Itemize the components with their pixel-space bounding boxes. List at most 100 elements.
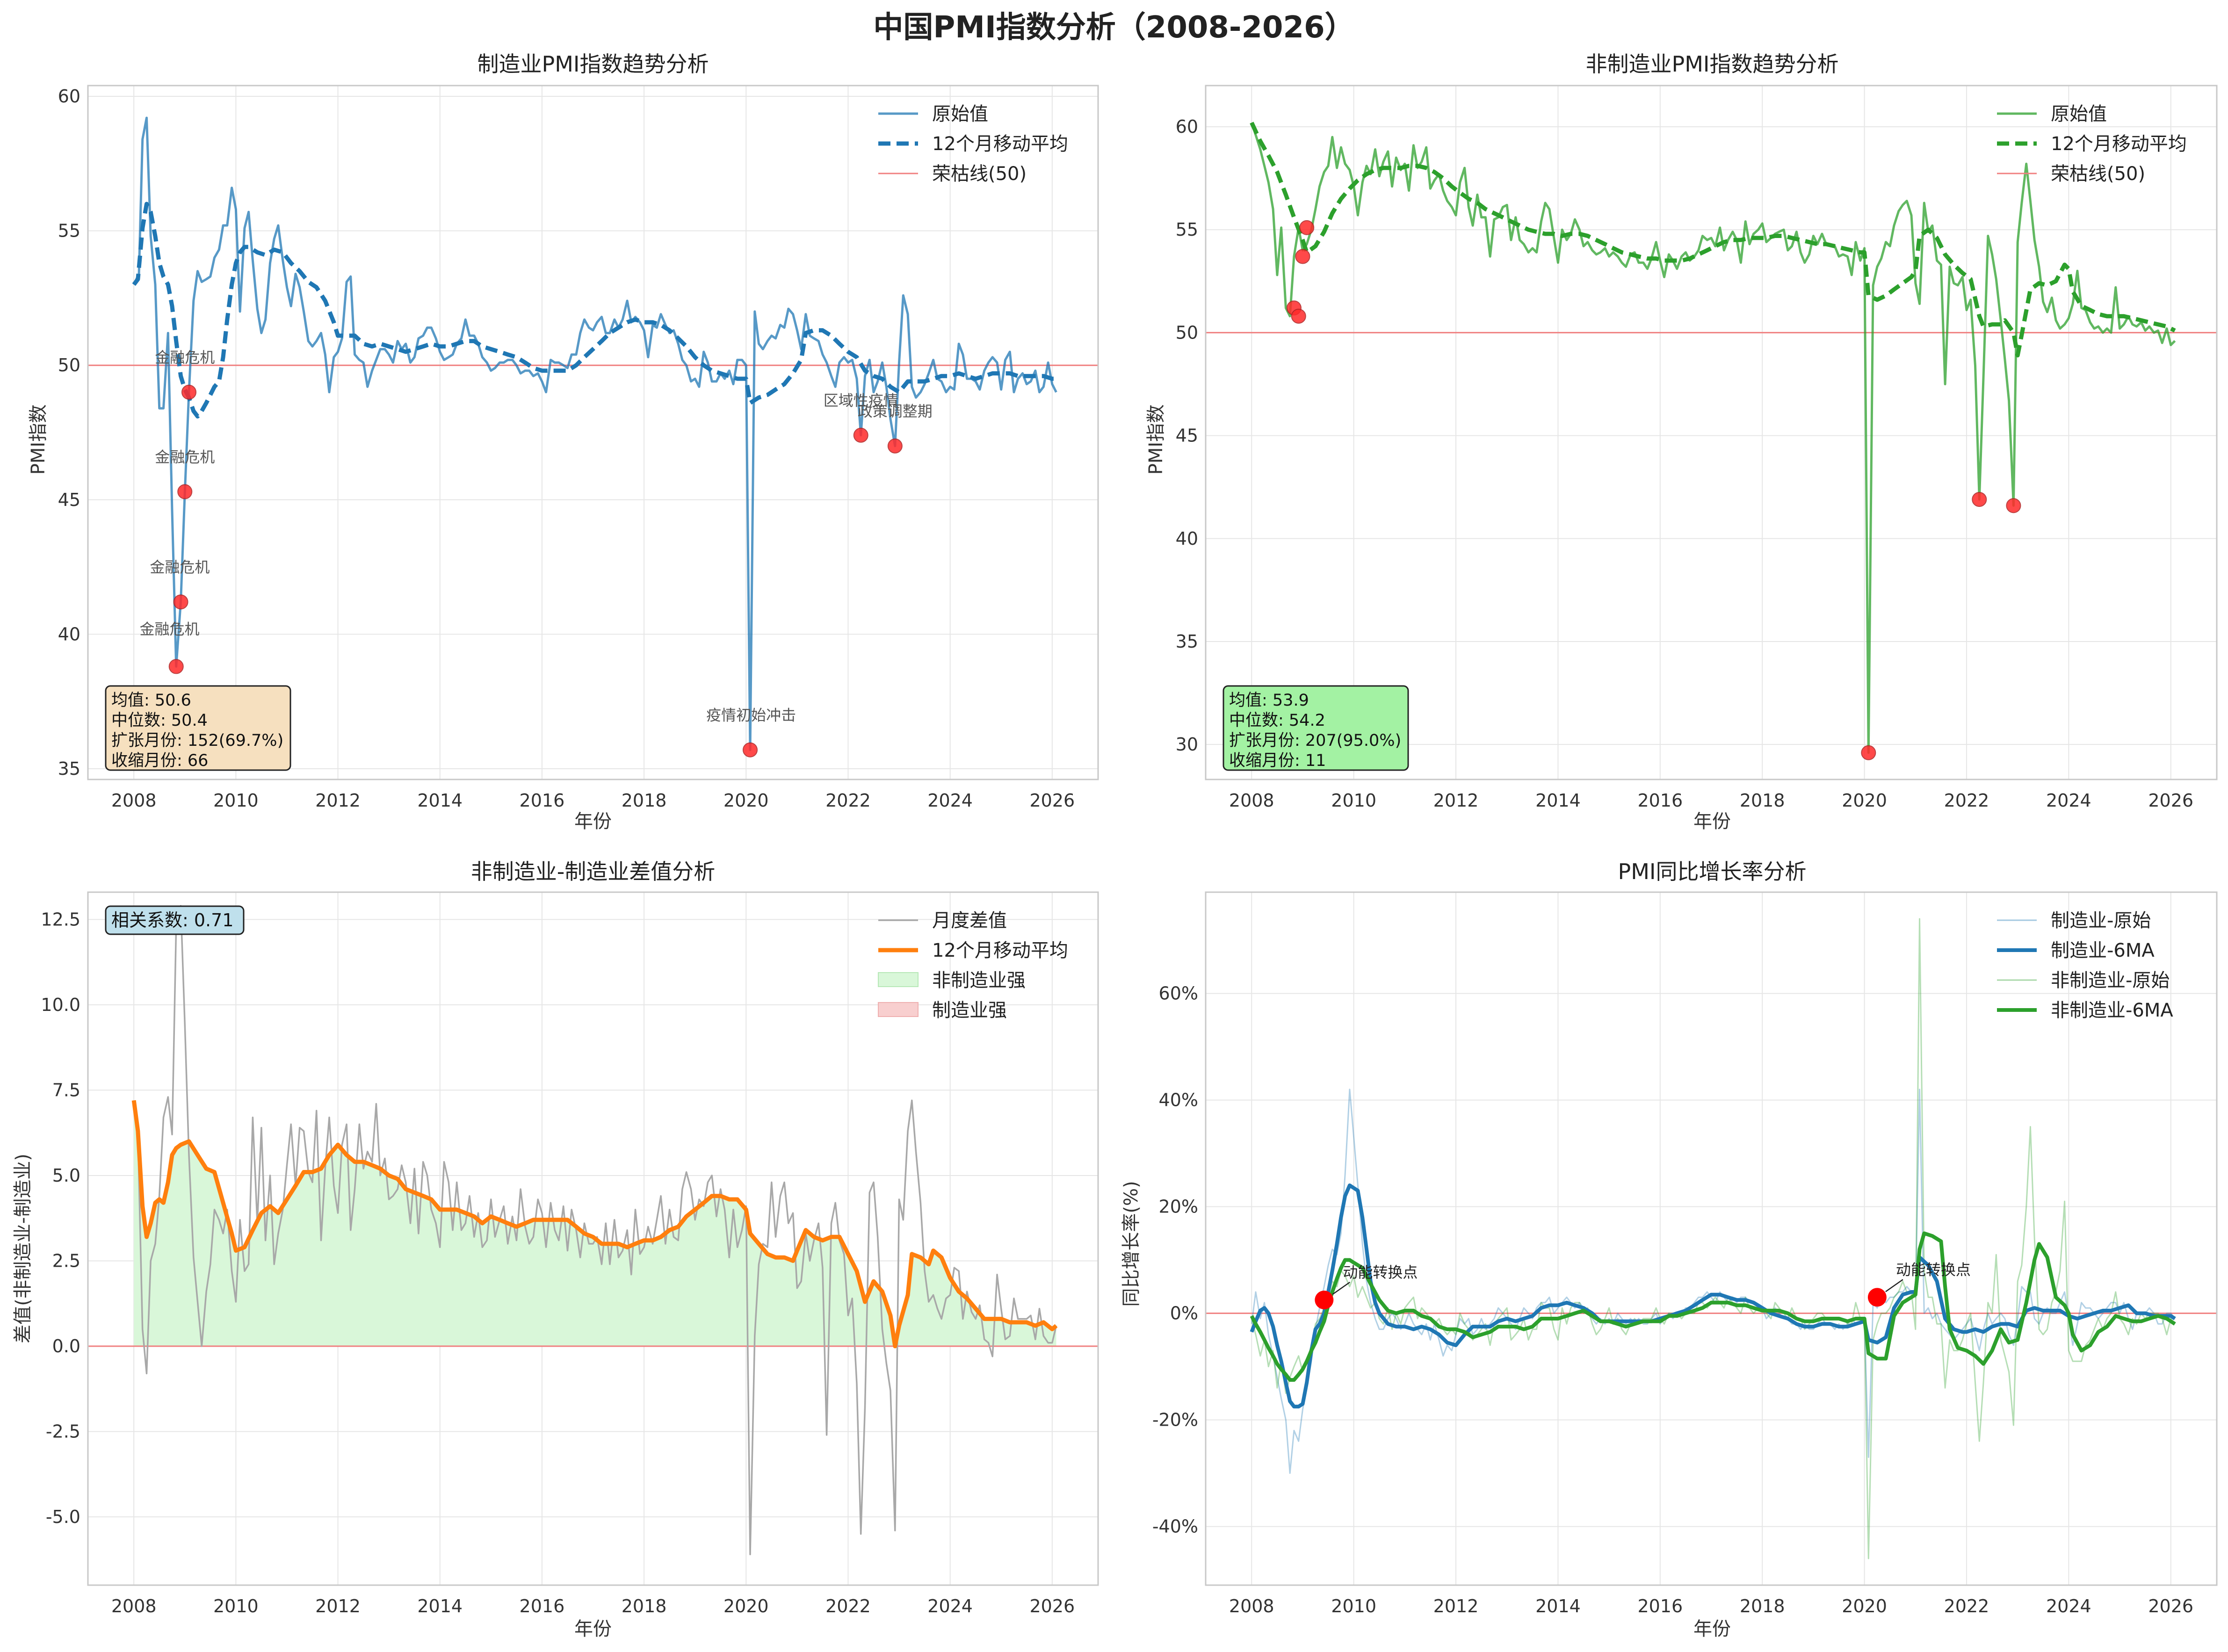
stats-line: 中位数: 50.4 bbox=[111, 711, 208, 730]
y-tick-label: 30 bbox=[1176, 734, 1198, 755]
legend-label: 荣枯线(50) bbox=[2051, 163, 2145, 185]
x-tick-label: 2018 bbox=[1740, 790, 1785, 811]
x-tick-label: 2016 bbox=[520, 1596, 565, 1616]
legend-label: 制造业强 bbox=[932, 1000, 1007, 1021]
x-tick-label: 2016 bbox=[520, 790, 565, 811]
x-tick-label: 2010 bbox=[213, 790, 259, 811]
plot-area bbox=[88, 86, 1098, 779]
stats-line: 均值: 50.6 bbox=[111, 691, 191, 710]
event-marker bbox=[1861, 745, 1876, 760]
moving-average-line bbox=[1250, 122, 2176, 358]
turning-point-label: 动能转换点 bbox=[1896, 1261, 1971, 1278]
event-marker bbox=[853, 427, 868, 443]
turning-point-marker bbox=[1315, 1291, 1334, 1310]
legend-label: 非制造业-原始 bbox=[2051, 970, 2170, 991]
y-tick-label: 60 bbox=[1176, 116, 1198, 137]
event-annotation: 金融危机 bbox=[140, 620, 200, 638]
y-tick-label: 50 bbox=[58, 355, 80, 375]
legend-label: 荣枯线(50) bbox=[932, 163, 1027, 185]
x-tick-label: 2016 bbox=[1637, 1596, 1683, 1616]
plot-area bbox=[1206, 86, 2217, 779]
y-axis-label: PMI指数 bbox=[28, 404, 49, 475]
x-tick-label: 2026 bbox=[2148, 790, 2193, 811]
y-tick-label: 45 bbox=[1176, 426, 1198, 446]
y-tick-label: 40 bbox=[58, 624, 80, 644]
x-tick-label: 2008 bbox=[111, 1596, 157, 1616]
y-tick-label: -2.5 bbox=[46, 1421, 80, 1442]
y-tick-label: 40 bbox=[1176, 528, 1198, 549]
y-tick-label: 0% bbox=[1170, 1303, 1198, 1324]
x-tick-label: 2026 bbox=[1029, 1596, 1075, 1616]
y-tick-label: 12.5 bbox=[41, 909, 80, 930]
x-tick-label: 2014 bbox=[1535, 790, 1581, 811]
legend-label: 原始值 bbox=[2051, 103, 2107, 125]
x-tick-label: 2008 bbox=[1229, 1596, 1274, 1616]
moving-average-line bbox=[131, 1100, 1058, 1349]
panel-mfg: 制造业PMI指数趋势分析 年份 PMI指数 2008 2010 2012 2014 20… bbox=[28, 51, 1099, 832]
y-tick-label: 55 bbox=[1176, 219, 1198, 240]
non-manufacturing-raw-line bbox=[1251, 918, 2176, 1559]
event-marker bbox=[743, 742, 758, 757]
event-annotation: 金融危机 bbox=[155, 348, 215, 366]
x-tick-label: 2012 bbox=[1433, 1596, 1479, 1616]
event-marker bbox=[181, 384, 196, 400]
x-tick-label: 2008 bbox=[111, 790, 157, 811]
annotation-arrow bbox=[1332, 1282, 1351, 1295]
x-tick-label: 2012 bbox=[315, 1596, 361, 1616]
y-tick-label: 55 bbox=[58, 221, 80, 241]
non-manufacturing-6ma-line bbox=[1250, 1231, 2176, 1382]
x-tick-label: 2022 bbox=[1944, 1596, 1989, 1616]
x-tick-label: 2012 bbox=[1433, 790, 1479, 811]
x-tick-label: 2020 bbox=[723, 790, 769, 811]
y-axis-label: 差值(非制造业-制造业) bbox=[12, 1154, 34, 1343]
y-tick-label: 35 bbox=[1176, 631, 1198, 652]
plot-frame bbox=[87, 85, 1099, 780]
x-tick-label: 2024 bbox=[2046, 1596, 2091, 1616]
y-tick-label: 2.5 bbox=[52, 1250, 80, 1271]
y-tick-label: 60 bbox=[58, 86, 80, 107]
x-tick-label: 2018 bbox=[622, 1596, 667, 1616]
legend-label: 月度差值 bbox=[932, 910, 1007, 931]
stats-line: 扩张月份: 207(95.0%) bbox=[1229, 731, 1401, 750]
x-tick-label: 2014 bbox=[417, 790, 463, 811]
x-axis-label: 年份 bbox=[1693, 811, 1731, 832]
panel-title: 非制造业-制造业差值分析 bbox=[471, 859, 716, 884]
legend-label: 非制造业强 bbox=[932, 970, 1026, 991]
panel-yoy: PMI同比增长率分析 年份 同比增长率(%) 2008 2010 2012 2014 2… bbox=[1121, 859, 2218, 1640]
panel-title: 制造业PMI指数趋势分析 bbox=[477, 51, 709, 77]
moving-average-line bbox=[132, 202, 1056, 418]
stats-line: 均值: 53.9 bbox=[1229, 691, 1309, 710]
y-tick-label: -40% bbox=[1152, 1516, 1198, 1537]
legend-label: 原始值 bbox=[932, 103, 988, 125]
plot-frame bbox=[87, 891, 1099, 1586]
x-tick-label: 2020 bbox=[1842, 1596, 1887, 1616]
correlation-box bbox=[105, 905, 245, 935]
legend-label: 12个月移动平均 bbox=[932, 133, 1068, 155]
x-tick-label: 2010 bbox=[213, 1596, 259, 1616]
y-axis-label: 同比增长率(%) bbox=[1121, 1181, 1142, 1306]
turning-point-label: 动能转换点 bbox=[1343, 1263, 1418, 1281]
legend-swatch bbox=[878, 1002, 919, 1017]
legend-swatch bbox=[878, 972, 919, 987]
x-tick-label: 2026 bbox=[2148, 1596, 2193, 1616]
event-annotation: 金融危机 bbox=[150, 558, 210, 576]
x-tick-label: 2020 bbox=[723, 1596, 769, 1616]
stats-line: 收缩月份: 11 bbox=[1229, 751, 1326, 770]
y-tick-label: 0.0 bbox=[52, 1336, 80, 1356]
y-tick-label: 20% bbox=[1159, 1197, 1198, 1217]
figure-title: 中国PMI指数分析（2008-2026） bbox=[873, 10, 1354, 45]
y-axis-label: PMI指数 bbox=[1145, 404, 1167, 475]
x-tick-label: 2022 bbox=[1944, 790, 1989, 811]
x-tick-label: 2018 bbox=[1740, 1596, 1785, 1616]
stats-box bbox=[1223, 685, 1409, 771]
y-tick-label: 35 bbox=[58, 758, 80, 779]
event-annotation: 疫情初始冲击 bbox=[706, 706, 796, 724]
annotation-arrow bbox=[1885, 1279, 1903, 1292]
x-tick-label: 2014 bbox=[417, 1596, 463, 1616]
x-tick-label: 2010 bbox=[1331, 790, 1376, 811]
plot-area bbox=[1206, 892, 2217, 1585]
legend-label: 制造业-原始 bbox=[2051, 910, 2151, 931]
event-marker bbox=[168, 659, 184, 674]
event-annotation: 区域性疫情 bbox=[824, 391, 898, 409]
turning-point-marker bbox=[1867, 1288, 1887, 1307]
